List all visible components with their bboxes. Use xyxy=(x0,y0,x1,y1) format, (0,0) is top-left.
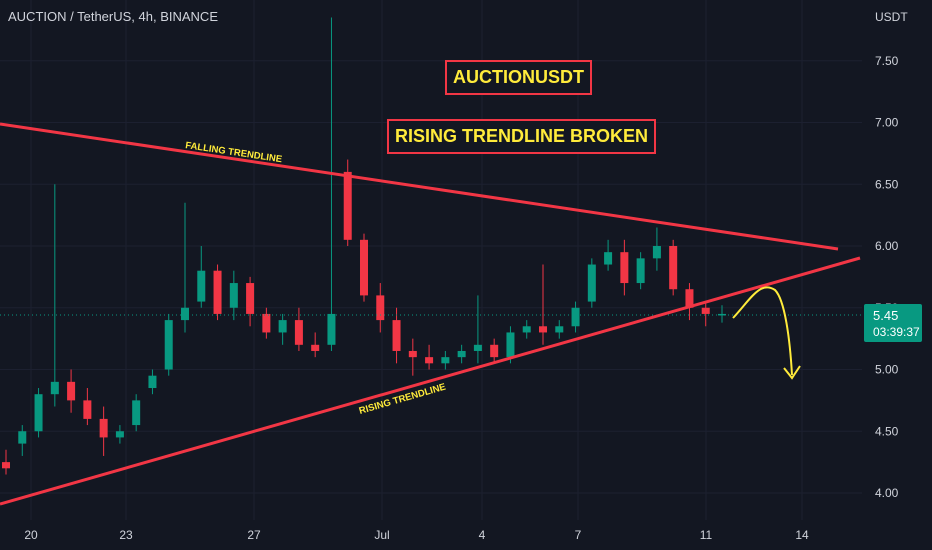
candle-body xyxy=(181,307,189,321)
candle-body xyxy=(164,320,173,370)
x-tick-label: 7 xyxy=(575,528,582,542)
last-price-tag: 5.45 03:39:37 xyxy=(864,304,922,342)
falling-trendline xyxy=(0,122,839,251)
candle-body xyxy=(539,326,547,333)
candle-body xyxy=(50,381,59,395)
candle-body xyxy=(441,357,450,364)
candle-body xyxy=(246,283,255,314)
candle-body xyxy=(311,344,320,351)
candle-body xyxy=(132,400,141,426)
signal-banner: RISING TRENDLINE BROKEN xyxy=(387,119,657,154)
bar-countdown: 03:39:37 xyxy=(873,325,920,339)
y-tick-label: 5.00 xyxy=(875,363,899,377)
candle-body xyxy=(327,313,336,345)
projection-arrowhead xyxy=(783,365,801,380)
x-tick-label: 11 xyxy=(700,528,713,542)
symbol-title[interactable]: AUCTION / TetherUS, 4h, BINANCE xyxy=(8,9,218,24)
candles xyxy=(2,17,726,475)
candle-body xyxy=(425,357,434,364)
y-axis-labels: 4.004.505.005.506.006.507.007.50 xyxy=(875,54,899,500)
rising-trendline xyxy=(0,256,861,506)
candle-body xyxy=(278,320,287,333)
x-axis-labels: 20 23 27 Jul 4 7 11 14 xyxy=(24,528,809,542)
candle-body xyxy=(457,350,466,358)
last-price: 5.45 xyxy=(873,308,899,323)
candle-body xyxy=(620,252,629,284)
candle-body xyxy=(18,431,27,444)
candle-body xyxy=(294,320,303,345)
candle-body xyxy=(490,344,499,358)
y-tick-label: 7.00 xyxy=(875,116,899,130)
candle-body xyxy=(571,307,580,327)
candle-body xyxy=(587,264,596,302)
candle-body xyxy=(685,289,694,308)
candle-body xyxy=(376,295,385,321)
falling-trendline-label: FALLING TRENDLINE xyxy=(185,140,283,165)
candle-body xyxy=(522,326,531,333)
x-tick-label: Jul xyxy=(374,528,389,542)
symbol-banner: AUCTIONUSDT xyxy=(445,60,592,95)
candle-body xyxy=(360,239,368,296)
candle-body xyxy=(343,171,352,240)
candle-body xyxy=(555,326,564,333)
x-tick-label: 14 xyxy=(795,528,809,542)
candle-body xyxy=(115,431,124,438)
y-axis-unit: USDT xyxy=(875,10,908,24)
candle-body xyxy=(197,270,206,302)
x-tick-label: 27 xyxy=(247,528,261,542)
x-tick-label: 23 xyxy=(119,528,133,542)
y-tick-label: 6.00 xyxy=(875,239,899,253)
candle-body xyxy=(718,313,726,316)
candle-body xyxy=(473,344,482,351)
x-tick-label: 4 xyxy=(479,528,486,542)
candle-body xyxy=(701,307,710,314)
candle-body xyxy=(229,283,238,308)
candle-body xyxy=(83,400,92,419)
candle-body xyxy=(2,462,10,469)
y-tick-label: 4.00 xyxy=(875,486,899,500)
projection-arrow xyxy=(732,286,793,376)
candle-body xyxy=(213,270,222,314)
candle-body xyxy=(392,320,401,351)
candle-body xyxy=(99,418,108,438)
candle-body xyxy=(604,252,613,265)
candle-body xyxy=(34,394,43,432)
y-tick-label: 7.50 xyxy=(875,54,899,68)
candle-body xyxy=(67,381,76,401)
candle-body xyxy=(669,246,678,290)
candle-body xyxy=(652,246,661,259)
y-tick-label: 6.50 xyxy=(875,177,899,191)
y-tick-label: 4.50 xyxy=(875,424,899,438)
candle-body xyxy=(506,332,515,358)
grid xyxy=(0,0,862,520)
x-tick-label: 20 xyxy=(24,528,38,542)
candle-body xyxy=(148,375,157,389)
candle-body xyxy=(408,350,417,358)
candle-body xyxy=(262,313,271,333)
candle-body xyxy=(636,258,645,284)
